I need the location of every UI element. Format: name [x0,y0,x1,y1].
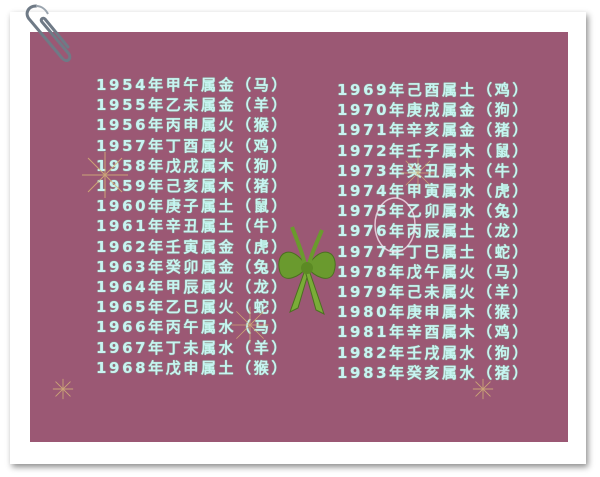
snowflake-icon [401,156,435,190]
zodiac-row: 1976年丙辰属土（龙） [337,222,530,241]
zodiac-row: 1979年己未属火（羊） [337,283,530,302]
zodiac-row: 1958年戊戌属木（狗） [96,156,289,175]
zodiac-row: 1961年辛丑属土（牛） [96,217,289,236]
zodiac-row: 1956年丙申属火（猴） [96,116,289,135]
zodiac-row: 1966年丙午属水（马） [96,318,289,337]
zodiac-row: 1965年乙巳属火（蛇） [96,298,289,317]
zodiac-row: 1959年己亥属木（猪） [96,177,289,196]
zodiac-row: 1955年乙未属金（羊） [96,96,289,115]
zodiac-row: 1975年乙卯属水（兔） [337,202,530,221]
zodiac-column-left: 1954年甲午属金（马） 1955年乙未属金（羊） 1956年丙申属火（猴） 1… [96,75,289,378]
zodiac-row: 1974年甲寅属水（虎） [337,182,530,201]
zodiac-row: 1968年戊申属土（猴） [96,358,289,377]
zodiac-row: 1982年壬戌属水（狗） [337,343,530,362]
zodiac-row: 1957年丁酉属火（鸡） [96,136,289,155]
zodiac-row: 1962年壬寅属金（虎） [96,237,289,256]
zodiac-row: 1969年己酉属土（鸡） [337,81,530,99]
paperclip-icon [25,4,72,63]
zodiac-row: 1970年庚戌属金（狗） [337,101,530,120]
circle-doodle-icon [374,197,416,253]
snowflake-icon [52,378,74,400]
zodiac-row: 1971年辛亥属金（猪） [337,121,530,140]
snowflake-icon [472,378,494,400]
snowflake-icon [82,152,128,198]
zodiac-row: 1981年辛酉属木（鸡） [337,323,530,342]
zodiac-row: 1963年癸卯属金（兔） [96,257,289,276]
zodiac-row: 1960年庚子属土（鼠） [96,197,289,216]
background-panel [30,32,568,442]
zodiac-row: 1977年丁巳属土（蛇） [337,242,530,261]
zodiac-row: 1973年癸丑属木（牛） [337,161,530,180]
zodiac-row: 1980年庚申属木（猴） [337,303,530,322]
snowflake-icon [231,306,269,344]
zodiac-row: 1983年癸亥属水（猪） [337,363,530,382]
zodiac-row: 1964年甲辰属火（龙） [96,278,289,297]
zodiac-row: 1972年壬子属木（鼠） [337,141,530,160]
zodiac-row: 1978年戊午属火（马） [337,262,530,281]
zodiac-row: 1967年丁未属水（羊） [96,338,289,357]
zodiac-column-right: 1969年己酉属土（鸡） 1970年庚戌属金（狗） 1971年辛亥属金（猪） 1… [337,80,530,383]
zodiac-row: 1954年甲午属金（马） [96,76,289,94]
bow-icon [278,226,336,315]
